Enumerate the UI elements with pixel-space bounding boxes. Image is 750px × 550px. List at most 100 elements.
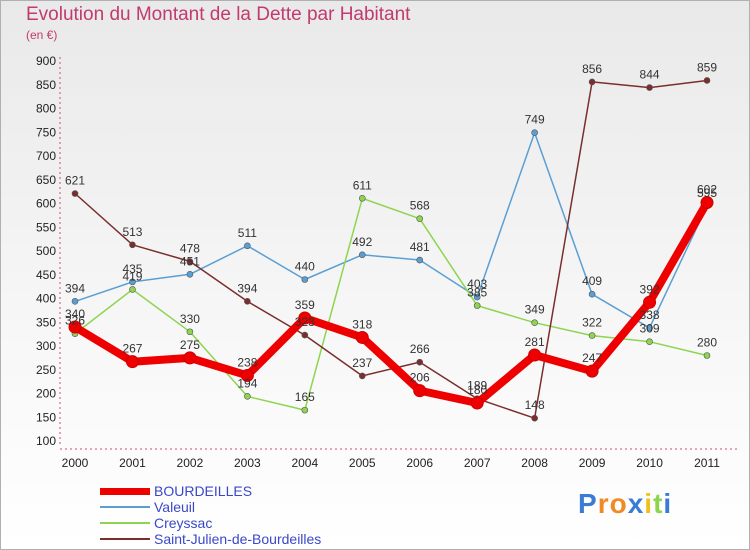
logo-letter: i [644,488,654,519]
data-label: 148 [525,398,545,412]
y-tick-label: 150 [36,410,56,424]
data-point [416,358,424,366]
logo-letter: i [663,488,673,519]
series-line [74,131,708,329]
data-label: 322 [582,316,602,330]
data-point [358,372,366,380]
logo-letter: t [653,488,664,519]
y-tick-label: 650 [36,173,56,187]
data-label: 419 [122,269,142,283]
chart-title: Evolution du Montant de la Dette par Hab… [26,4,411,25]
data-point [646,338,653,346]
data-label: 281 [525,335,545,349]
y-tick-label: 100 [36,434,56,448]
data-label: 856 [582,62,602,76]
y-tick-label: 900 [36,54,56,68]
data-label: 440 [295,260,315,274]
data-label: 385 [467,286,487,300]
data-point [301,331,309,339]
logo-letter: x [627,488,645,519]
logo-letter: o [609,488,628,519]
x-tick-label: 2001 [119,456,146,470]
data-point [301,406,309,414]
y-tick-label: 550 [36,220,56,234]
data-label: 318 [352,317,372,331]
data-label: 349 [525,303,545,317]
series-line [74,197,708,411]
x-tick-label: 2007 [464,456,491,470]
data-label: 247 [582,351,602,365]
data-point [301,276,309,283]
data-label: 844 [640,68,660,82]
data-label: 189 [467,379,487,393]
y-tick-label: 250 [36,363,56,377]
legend-swatch [100,538,150,540]
data-label: 478 [180,241,200,255]
data-label: 611 [353,178,372,192]
data-point [473,293,481,301]
data-label: 513 [122,225,142,239]
chart-subtitle: (en €) [26,28,58,42]
y-tick-label: 450 [36,268,56,282]
data-label: 238 [237,355,257,369]
data-point [186,328,194,336]
data-point [129,241,136,249]
y-tick-label: 750 [36,125,56,139]
data-point [703,352,711,359]
data-label: 275 [180,338,200,352]
data-label: 392 [640,282,660,296]
data-label: 180 [467,383,487,397]
data-point [358,194,366,202]
y-tick-label: 400 [36,292,56,306]
x-tick-label: 2010 [636,456,663,470]
data-point [186,270,194,278]
axes: 100 150 200 250 300 350 400 450 500 550 600 650 700 7… [36,54,740,470]
y-tick-label: 850 [36,78,56,92]
data-point [531,319,538,327]
x-tick-label: 2009 [579,456,606,470]
data-labels: 394 435 451 511 440 492 481 403 749 409 338 595 326 4… [65,60,717,412]
data-point [473,302,481,309]
data-label: 492 [352,235,372,249]
data-label: 326 [65,314,85,328]
data-label: 511 [238,226,257,240]
data-label: 602 [697,183,717,197]
x-tick-label: 2004 [291,456,318,470]
legend-swatch [100,522,150,524]
data-label: 323 [295,315,315,329]
data-label: 394 [237,281,257,295]
data-point [71,298,79,305]
data-point [470,396,484,410]
data-label: 409 [582,274,602,288]
data-label: 621 [65,174,85,188]
data-point [588,290,596,298]
data-label: 394 [65,281,85,295]
data-point [355,330,369,344]
series-line [71,198,711,407]
data-point [646,324,653,332]
legend-swatch [100,488,150,495]
y-tick-label: 200 [36,387,56,401]
data-label: 309 [640,322,660,336]
x-tick-label: 2011 [694,456,720,470]
x-tick-label: 2008 [521,456,548,470]
x-tick-label: 2006 [406,456,433,470]
y-tick-label: 800 [36,102,56,116]
y-tick-label: 300 [36,339,56,353]
legend-swatch [100,506,150,508]
proxiti-logo: Proxiti [578,488,672,520]
data-point [129,278,136,286]
y-tick-label: 700 [36,149,56,163]
data-point [186,258,194,265]
data-label: 330 [180,312,200,326]
y-tick-label: 500 [36,244,56,258]
data-label: 280 [697,336,717,350]
data-point [298,311,312,325]
y-tick-label: 600 [36,197,56,211]
data-point [703,77,711,84]
data-point [531,129,538,137]
logo-letter: P [578,488,598,519]
x-tick-label: 2005 [349,456,376,470]
